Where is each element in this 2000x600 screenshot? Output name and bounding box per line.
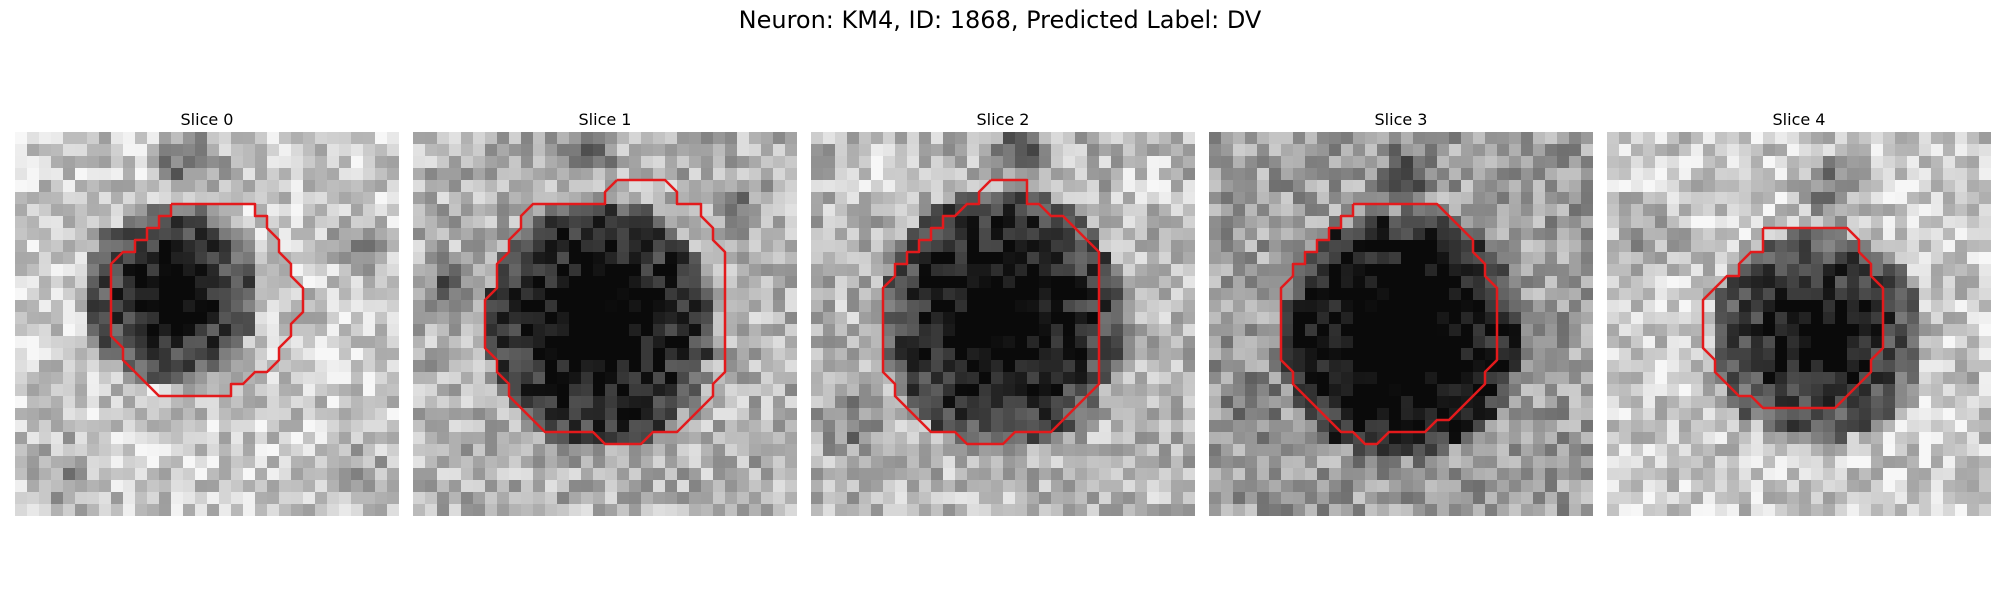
slice-panel-0: Slice 0 — [15, 108, 399, 516]
slice-title: Slice 0 — [180, 110, 234, 129]
slice-panel-3: Slice 3 — [1209, 108, 1593, 516]
pixel-grid — [811, 132, 1195, 516]
segmentation-contour — [881, 178, 1101, 446]
pixel-grid — [1209, 132, 1593, 516]
slice-image — [15, 132, 399, 516]
slice-title: Slice 2 — [976, 110, 1030, 129]
pixel-grid — [413, 132, 797, 516]
slice-image — [1209, 132, 1593, 516]
slice-image — [1607, 132, 1991, 516]
slice-title: Slice 4 — [1772, 110, 1826, 129]
slice-panel-4: Slice 4 — [1607, 108, 1991, 516]
slice-title: Slice 3 — [1374, 110, 1428, 129]
pixel-grid — [15, 132, 399, 516]
slice-panel-1: Slice 1 — [413, 108, 797, 516]
pixel-grid — [1607, 132, 1991, 516]
segmentation-contour — [483, 178, 727, 446]
slice-panel-2: Slice 2 — [811, 108, 1195, 516]
segmentation-contour — [109, 202, 305, 398]
slice-image — [811, 132, 1195, 516]
segmentation-contour — [1701, 226, 1885, 410]
segmentation-contour — [1279, 202, 1499, 446]
slice-image — [413, 132, 797, 516]
slice-title: Slice 1 — [578, 110, 632, 129]
figure-title: Neuron: KM4, ID: 1868, Predicted Label: … — [738, 6, 1262, 34]
